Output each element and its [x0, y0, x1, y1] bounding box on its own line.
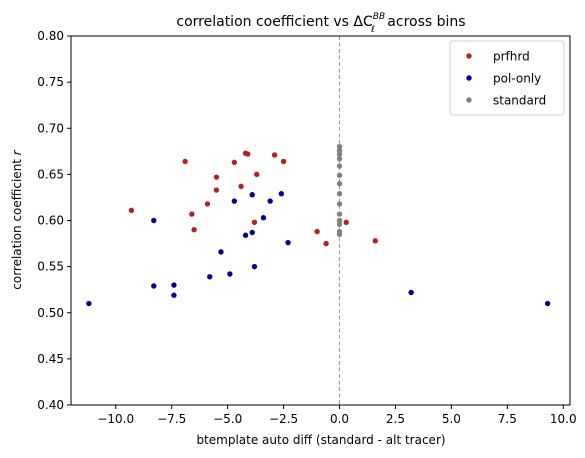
y-tick-label: 0.60	[37, 214, 64, 228]
x-tick-label: 2.5	[386, 412, 405, 426]
data-point	[336, 211, 343, 217]
data-point	[227, 271, 233, 277]
y-tick-label: 0.65	[37, 167, 64, 181]
data-point	[191, 227, 197, 233]
x-tick-label: 5.0	[442, 412, 461, 426]
data-point	[336, 231, 343, 238]
data-point	[336, 147, 343, 154]
data-point	[336, 172, 343, 178]
data-point	[86, 300, 92, 307]
data-point	[151, 217, 157, 224]
data-point	[213, 174, 220, 180]
data-point	[218, 249, 224, 255]
legend-marker	[466, 75, 472, 81]
data-point	[278, 191, 285, 197]
data-point	[314, 228, 320, 235]
legend: prfhrd pol-only standard	[449, 40, 565, 116]
data-point	[231, 198, 238, 204]
data-point	[171, 292, 177, 298]
data-point	[267, 198, 273, 204]
data-point	[336, 151, 343, 157]
x-tick-label: 10.0	[550, 412, 577, 426]
data-point	[285, 239, 291, 246]
x-tick-label: 7.5	[498, 412, 517, 426]
data-point	[128, 207, 135, 214]
y-tick-label: 0.55	[37, 260, 64, 274]
data-point	[171, 282, 177, 288]
data-point	[343, 219, 349, 226]
data-point	[336, 217, 343, 224]
y-tick-label: 0.45	[37, 352, 64, 366]
x-tick-label: −5.0	[213, 412, 242, 426]
data-point	[151, 283, 157, 289]
data-point	[249, 229, 255, 236]
legend-marker	[466, 97, 472, 103]
y-tick-label: 0.75	[37, 75, 64, 89]
data-point	[189, 211, 195, 217]
legend-box	[449, 40, 565, 116]
data-point	[336, 180, 343, 187]
data-point	[271, 152, 278, 158]
x-tick-label: −10.0	[97, 412, 134, 426]
data-point	[336, 144, 343, 150]
legend-label: prfhrd	[493, 50, 530, 64]
data-point	[251, 263, 258, 270]
data-point	[544, 300, 551, 307]
y-tick-label: 0.70	[37, 121, 64, 135]
x-tick-label: 0.0	[330, 412, 349, 426]
data-point	[336, 155, 343, 162]
data-point	[238, 183, 244, 190]
data-point	[231, 159, 238, 166]
data-point	[204, 201, 211, 207]
x-tick-label: −2.5	[269, 412, 298, 426]
y-tick-label: 0.80	[37, 29, 64, 43]
y-tick-label: 0.50	[37, 306, 64, 320]
data-point	[182, 158, 188, 165]
x-axis: −10.0 −7.5 −5.0 −2.5 0.0 2.5 5.0 7.5 10.0	[97, 405, 577, 426]
y-tick-label: 0.40	[37, 398, 64, 412]
data-point	[336, 221, 343, 227]
data-point	[249, 191, 255, 198]
data-point	[323, 240, 329, 247]
plot-area: −10.0 −7.5 −5.0 −2.5 0.0 2.5 5.0 7.5 10.0 0.400.…	[37, 29, 576, 426]
legend-marker	[466, 53, 472, 59]
data-point	[207, 274, 213, 280]
y-axis: 0.40 0.45 0.50 0.55 0.60 0.65 0.70 0.75 0.80	[37, 29, 71, 412]
data-point	[251, 219, 258, 226]
data-point	[336, 163, 343, 169]
data-point	[260, 215, 267, 221]
x-axis-label: btemplate auto diff (standard - alt trac…	[196, 433, 445, 447]
data-point	[280, 158, 287, 165]
data-point	[336, 201, 343, 207]
data-point	[213, 187, 220, 193]
data-point	[336, 191, 343, 197]
data-point	[254, 171, 260, 178]
legend-label: pol-only	[493, 72, 541, 86]
series-standard	[336, 144, 343, 238]
y-axis-label: correlation coefficient r	[10, 149, 24, 290]
data-point	[372, 238, 379, 244]
data-point	[242, 232, 249, 238]
data-point	[408, 289, 414, 296]
points-layer	[86, 144, 551, 307]
chart-title: correlation coefficient vs ΔCBB ℓ across …	[176, 12, 465, 35]
series-pol-only	[86, 191, 551, 307]
series-prfhrd	[128, 150, 379, 247]
legend-label: standard	[493, 94, 546, 108]
x-tick-label: −7.5	[157, 412, 186, 426]
data-point	[245, 151, 251, 157]
